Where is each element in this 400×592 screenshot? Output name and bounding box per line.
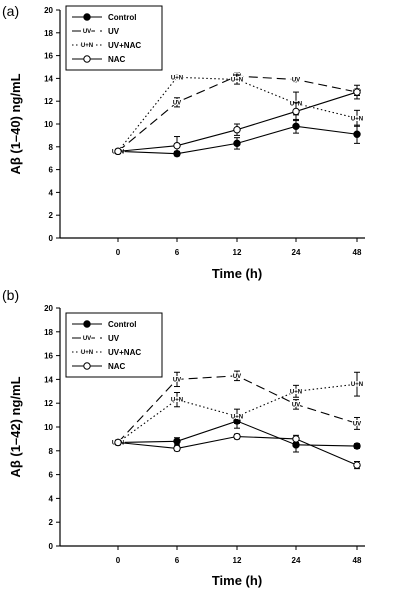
data-point: UV: [292, 78, 300, 84]
data-point: [353, 461, 361, 469]
legend-label: Control: [108, 320, 136, 329]
legend-label: UV: [108, 334, 120, 343]
panel-b-x-title: Time (h): [212, 573, 262, 588]
panel-a-xtick-label: 6: [175, 248, 180, 257]
panel-b-xtick-label: 6: [175, 556, 180, 565]
panel-b-xtick-label: 12: [233, 556, 242, 565]
panel-b-xtick-label: 24: [292, 556, 301, 565]
panel-a-ytick-label: 0: [49, 234, 54, 243]
data-point: UV: [292, 402, 300, 408]
panel-a-x-title: Time (h): [212, 266, 262, 281]
panel-a-label: (a): [2, 3, 19, 19]
panel-b-ytick-label: 18: [44, 328, 53, 337]
series-line: [117, 435, 358, 466]
panel-b-ytick-label: 0: [49, 542, 54, 551]
panel-a-ytick-label: 10: [44, 120, 53, 129]
legend-marker: UV: [83, 29, 91, 35]
data-point: [114, 438, 122, 447]
panel-b-xtick-label: 48: [353, 556, 362, 565]
data-point: U+N: [290, 389, 302, 395]
data-point: UV: [353, 421, 361, 427]
legend-label: UV: [108, 27, 120, 36]
data-point: U+N: [231, 78, 243, 84]
legend-marker: [83, 55, 91, 63]
panel-b-xtick-label: 0: [116, 556, 121, 565]
series-line: [117, 383, 358, 443]
data-point: [114, 147, 122, 156]
panel-a-ytick-label: 6: [49, 166, 54, 175]
data-point: [233, 432, 241, 441]
legend-label: UV+NAC: [108, 348, 141, 357]
panel-a-xtick-label: 24: [292, 248, 301, 257]
data-point: [353, 442, 361, 450]
panel-b-label: (b): [2, 287, 19, 303]
panel-a-series-nac: [114, 84, 361, 156]
legend-label: Control: [108, 13, 136, 22]
panel-a-ytick-label: 12: [44, 97, 53, 106]
data-point: [292, 435, 300, 443]
panel-b-ytick-label: 4: [49, 494, 54, 503]
data-point: [233, 139, 241, 148]
panel-b-series-nac: [114, 432, 361, 470]
legend-label: UV+NAC: [108, 41, 141, 50]
legend-marker: [83, 13, 91, 21]
panel-a-ytick-label: 2: [49, 211, 54, 220]
panel-b-ytick-label: 6: [49, 471, 54, 480]
legend-marker: [83, 362, 91, 370]
panel-a-y-title: Aβ (1–40) ng/mL: [8, 73, 23, 174]
panel-a-xtick-label: 0: [116, 248, 121, 257]
legend-marker: U+N: [81, 350, 93, 356]
data-point: UV: [173, 377, 181, 383]
data-point: [173, 437, 181, 445]
panel-a-ytick-label: 18: [44, 29, 53, 38]
data-point: [173, 444, 181, 453]
data-point: [233, 126, 241, 134]
data-point: [292, 122, 300, 130]
legend-marker: U+N: [81, 43, 93, 49]
panel-a-xtick-label: 12: [233, 248, 242, 257]
panel-b-ytick-label: 10: [44, 423, 53, 432]
data-point: U+N: [171, 75, 183, 81]
data-point: [292, 107, 300, 116]
data-point: [353, 88, 361, 96]
data-point: UV: [233, 374, 241, 380]
data-point: U+N: [171, 398, 183, 404]
panel-a-ytick-label: 4: [49, 188, 54, 197]
legend-label: NAC: [108, 362, 126, 371]
panel-b-ytick-label: 2: [49, 518, 54, 527]
data-point: U+N: [351, 382, 363, 388]
legend-marker: [83, 320, 91, 328]
data-point: [353, 130, 361, 138]
data-point: [173, 141, 181, 150]
panel-b-ytick-label: 14: [44, 375, 53, 384]
panel-a-ytick-label: 8: [49, 143, 54, 152]
panel-a-legend: Control UV UV U+N UV+NAC NAC: [65, 5, 163, 71]
panel-b-y-title: Aβ (1–42) ng/mL: [8, 376, 23, 477]
panel-b-ytick-label: 20: [44, 304, 53, 313]
panel-a-ytick-label: 16: [44, 52, 53, 61]
panel-b-ytick-label: 12: [44, 399, 53, 408]
panel-a-ytick-label: 14: [44, 74, 53, 83]
data-point: UV: [173, 100, 181, 106]
panel-a-xtick-label: 48: [353, 248, 362, 257]
data-point: U+N: [231, 414, 243, 420]
panel-b-legend: Control UV UV U+N UV+NAC NAC: [65, 312, 163, 378]
panel-a-ytick-label: 20: [44, 6, 53, 15]
legend-label: NAC: [108, 55, 126, 64]
panel-b-ytick-label: 8: [49, 447, 54, 456]
data-point: U+N: [351, 116, 363, 122]
legend-marker: UV: [83, 336, 91, 342]
panel-b-ytick-label: 16: [44, 352, 53, 361]
